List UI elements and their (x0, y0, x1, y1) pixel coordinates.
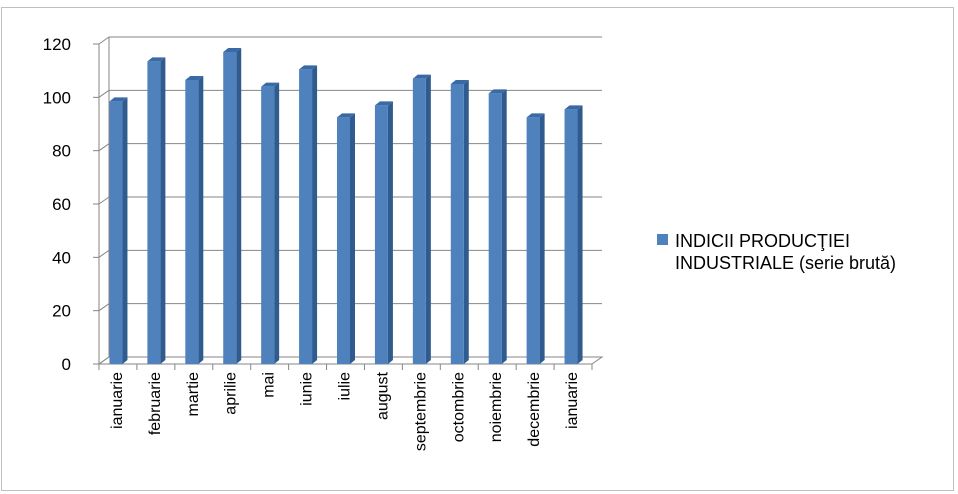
bar-side (577, 105, 583, 364)
y-tick-label: 40 (52, 248, 71, 267)
y-tick-label: 0 (62, 355, 71, 374)
bar-top (374, 101, 393, 106)
gridline-depth (98, 196, 110, 205)
x-tick-label: iulie (337, 372, 354, 401)
gridline-depth (98, 89, 110, 98)
bar-top (185, 76, 204, 80)
y-tick-label: 20 (52, 302, 71, 321)
bar-side (539, 113, 545, 364)
y-tick-labels: 0 20 40 60 80 100 120 (43, 35, 71, 374)
bar-side (501, 89, 507, 364)
bar-front (564, 109, 578, 364)
bar-front (299, 69, 313, 365)
y-tick-label: 100 (43, 88, 71, 107)
gridline-depth (98, 36, 110, 45)
y-tick-label: 80 (52, 142, 71, 161)
bar (412, 74, 431, 365)
x-tick-label: mai (261, 372, 278, 398)
bar-top (412, 74, 431, 79)
bar-top (526, 113, 545, 118)
x-tick-label: octombrie (450, 372, 467, 442)
x-tick-label: august (374, 371, 391, 420)
y-tick-label: 120 (43, 35, 71, 54)
y-tick-label: 60 (52, 195, 71, 214)
bar-side (463, 80, 469, 364)
bar-front (488, 93, 502, 364)
bar-side (274, 82, 280, 365)
gridline-depth (98, 143, 110, 152)
bar-front (109, 101, 123, 364)
bar-top (147, 57, 166, 62)
bar-front (412, 78, 426, 365)
bar-side (160, 57, 166, 364)
bar-side (350, 113, 355, 364)
bar-top (488, 89, 507, 94)
x-tick-label: noiembrie (488, 372, 505, 442)
legend-swatch (657, 234, 668, 245)
x-tick-label: septembrie (412, 372, 429, 451)
bar-front (223, 52, 237, 364)
bar-side (425, 74, 431, 365)
bar-top (299, 65, 318, 70)
bar-side (198, 76, 204, 364)
column-chart: 0 20 40 60 80 100 120 ianuarie februarie martie a… (43, 35, 604, 451)
bar (337, 113, 355, 364)
bar-front (147, 61, 161, 364)
x-tick-label: ianuarie (564, 372, 581, 429)
x-tick-label: decembrie (526, 372, 543, 447)
bar-front (185, 80, 199, 364)
bar-side (236, 48, 242, 364)
bar (299, 65, 318, 365)
bar-front (526, 117, 540, 364)
bar-front (261, 86, 275, 365)
bar (147, 57, 166, 364)
bar-front (374, 105, 388, 364)
gridline-depth (98, 249, 110, 258)
bar (374, 101, 393, 364)
chart-area: 0 20 40 60 80 100 120 ianuarie februarie martie a… (1, 7, 954, 491)
bar (261, 82, 280, 365)
axes (93, 43, 604, 370)
bar (488, 89, 507, 364)
bar-top (109, 97, 128, 102)
x-tick-label: aprilie (223, 372, 240, 415)
bar-top (564, 105, 583, 110)
bar (526, 113, 545, 364)
bar-top (337, 113, 355, 118)
x-tick-label: iunie (299, 372, 316, 406)
legend-label: INDICII PRODUCŢIEI INDUSTRIALE (serie br… (675, 231, 897, 273)
bar-top (261, 82, 280, 87)
x-tick-labels: ianuarie februarie martie aprilie mai iunie iu… (109, 371, 581, 451)
bar (564, 105, 583, 364)
bar-side (387, 101, 393, 364)
bar-side (122, 97, 128, 364)
bar (223, 48, 242, 364)
gridline-depth (98, 303, 110, 312)
bar-front (450, 84, 464, 364)
x-tick-label: ianuarie (109, 372, 126, 429)
x-tick-label: februarie (147, 372, 164, 435)
bar-side (312, 65, 318, 365)
bar (185, 76, 204, 364)
bars (109, 48, 583, 365)
bar-top (223, 48, 242, 52)
bar-top (450, 80, 469, 84)
bar-front (337, 117, 350, 364)
bar (450, 80, 469, 364)
x-tick-label: martie (185, 372, 202, 417)
floor (97, 356, 604, 365)
bar (109, 97, 128, 364)
